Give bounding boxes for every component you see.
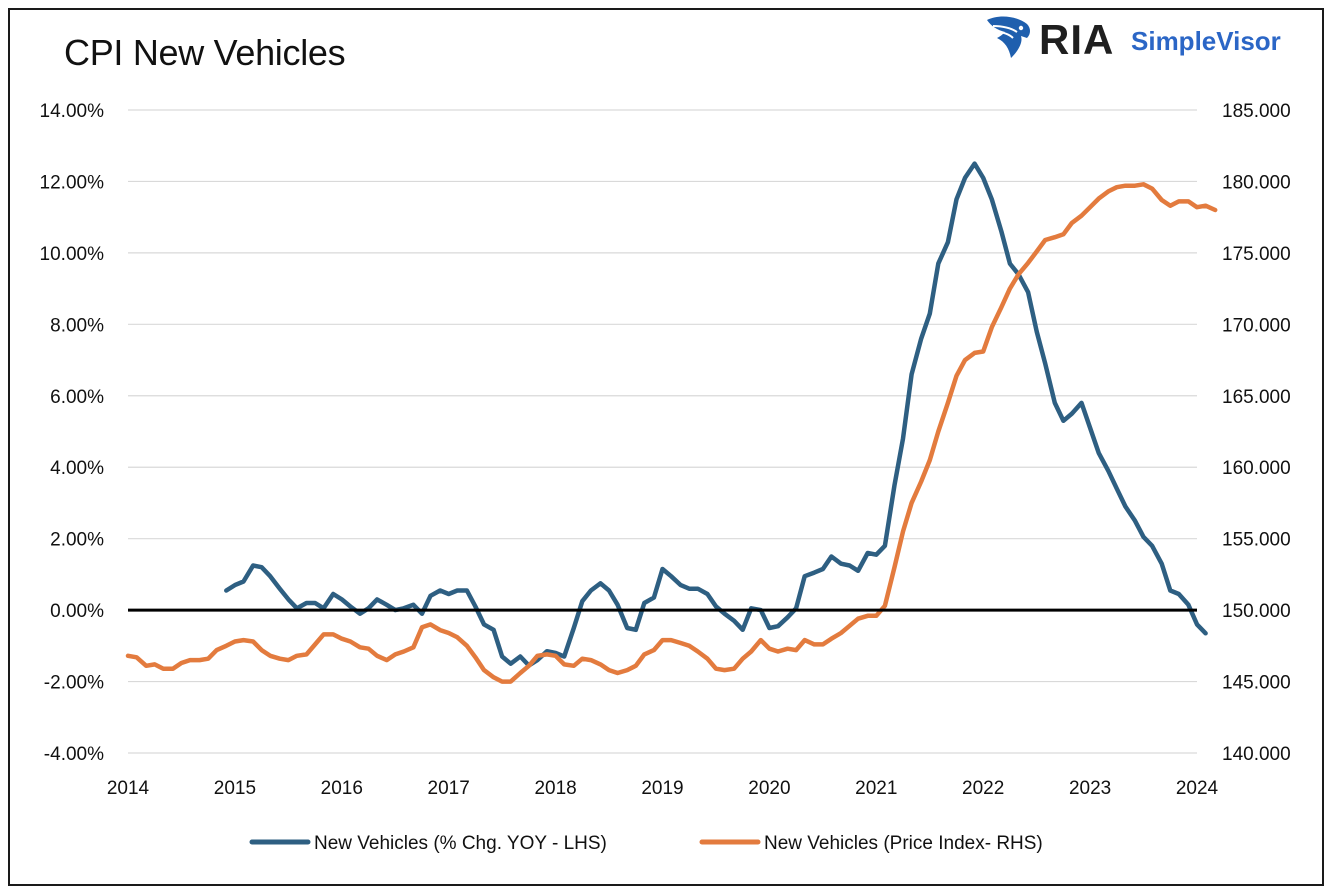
left-tick-label: 4.00%: [50, 458, 104, 479]
left-tick-label: -4.00%: [44, 744, 104, 765]
series-lines: [125, 161, 1218, 684]
x-tick-label: 2022: [962, 778, 1004, 799]
x-tick-label: 2021: [855, 778, 897, 799]
right-tick-label: 180.000: [1222, 172, 1291, 193]
right-axis-ticks: 185.000 180.000 175.000 170.000 165.000 160.0…: [1222, 101, 1291, 765]
x-tick-label: 2023: [1069, 778, 1111, 799]
gridlines: [128, 109, 1197, 754]
legend-label: New Vehicles (Price Index- RHS): [764, 833, 1043, 854]
right-tick-label: 165.000: [1222, 387, 1291, 408]
left-tick-label: 12.00%: [40, 172, 105, 193]
right-tick-label: 185.000: [1222, 101, 1291, 122]
eagle-head-icon: [987, 16, 1030, 58]
right-tick-label: 175.000: [1222, 244, 1291, 265]
x-tick-label: 2019: [641, 778, 683, 799]
x-tick-label: 2018: [534, 778, 576, 799]
x-tick-label: 2017: [428, 778, 470, 799]
brand-product: SimpleVisor: [1131, 26, 1281, 56]
x-tick-label: 2016: [321, 778, 363, 799]
series-line: [125, 182, 1218, 684]
right-tick-label: 150.000: [1222, 601, 1291, 622]
chart-frame: [8, 8, 1324, 886]
right-tick-label: 140.000: [1222, 744, 1291, 765]
x-tick-label: 2015: [214, 778, 256, 799]
left-tick-label: 10.00%: [40, 244, 105, 265]
left-tick-label: 6.00%: [50, 387, 104, 408]
right-tick-label: 160.000: [1222, 458, 1291, 479]
series-line: [224, 161, 1208, 668]
x-axis-ticks: 2014 2015 2016 2017 2018 2019 2020 2021 2022 2023…: [107, 778, 1219, 799]
left-axis-ticks: 14.00% 12.00% 10.00% 8.00% 6.00% 4.00% 2.00% 0.…: [40, 101, 105, 765]
left-tick-label: 0.00%: [50, 601, 104, 622]
x-tick-label: 2020: [748, 778, 790, 799]
legend: New Vehicles (% Chg. YOY - LHS) New Vehic…: [249, 833, 1043, 854]
left-tick-label: -2.00%: [44, 673, 104, 694]
chart-title: CPI New Vehicles: [64, 32, 346, 73]
right-tick-label: 145.000: [1222, 673, 1291, 694]
brand-logo: RIA SimpleVisor: [983, 14, 1303, 66]
left-tick-label: 2.00%: [50, 530, 104, 551]
brand-name: RIA: [1039, 16, 1115, 63]
left-tick-label: 8.00%: [50, 315, 104, 336]
right-tick-label: 170.000: [1222, 315, 1291, 336]
x-tick-label: 2024: [1176, 778, 1219, 799]
left-tick-label: 14.00%: [40, 101, 105, 122]
x-tick-label: 2014: [107, 778, 150, 799]
right-tick-label: 155.000: [1222, 530, 1291, 551]
legend-label: New Vehicles (% Chg. YOY - LHS): [314, 833, 607, 854]
